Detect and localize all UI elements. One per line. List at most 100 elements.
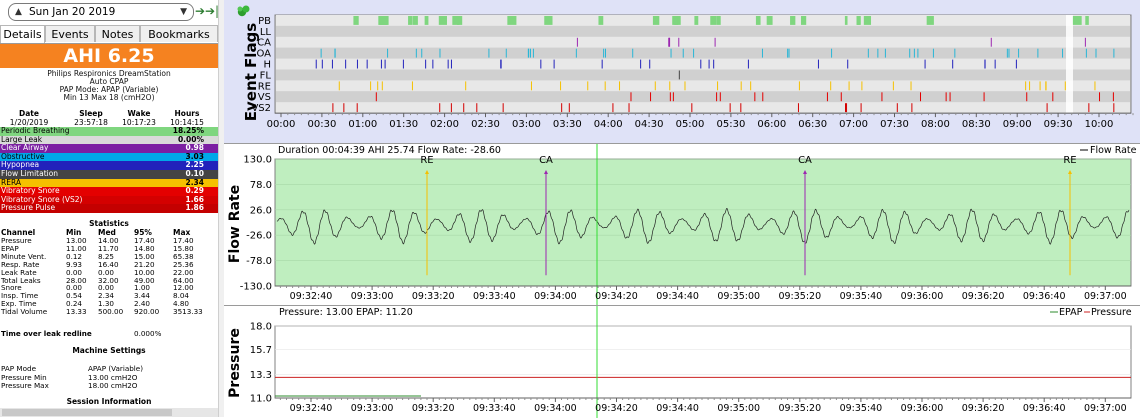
event-flag-mark [766, 16, 773, 25]
machine-name: Philips Respironics DreamStation [47, 69, 171, 78]
arrow-right-icon[interactable]: ➔ [194, 4, 206, 18]
stat-channel-name: Minute Vent. [1, 251, 47, 261]
time-tick-label: 09:33:20 [412, 291, 455, 302]
event-index-row: Vibratory Snore 0.29 [0, 187, 218, 196]
event-flag-mark [983, 92, 985, 102]
stat-value: 32.00 [98, 275, 119, 285]
leak-redline-value: 0.000% [134, 329, 162, 338]
event-flag-mark [847, 59, 849, 69]
calendar-toggle-icon[interactable]: ▲ [15, 7, 22, 17]
event-flag-mark [576, 37, 578, 47]
event-marker-label: CA [798, 155, 812, 166]
event-flag-mark [754, 92, 756, 102]
event-flag-mark [450, 59, 452, 69]
event-channel-row [276, 80, 1130, 92]
time-tick-label: 09:35:40 [840, 291, 883, 302]
event-flag-mark [788, 48, 790, 58]
event-flag-mark [334, 48, 336, 58]
stat-channel-name: Tidal Volume [1, 307, 48, 317]
event-flag-mark [954, 48, 956, 58]
leak-redline-label: Time over leak redline [1, 329, 92, 338]
tab-events[interactable]: Events [45, 25, 95, 42]
event-flag-mark [332, 103, 334, 113]
panel-splitter[interactable] [218, 0, 225, 417]
dropdown-icon[interactable]: ▼ [180, 7, 187, 17]
event-flag-mark [1006, 48, 1008, 58]
stat-value: 920.00 [134, 307, 160, 317]
flow-rate-chart[interactable]: Flow Rate Duration 00:04:39 AHI 25.74 Fl… [224, 143, 1140, 305]
event-flag-mark [670, 48, 672, 58]
event-index-row: Flow Limitation 0.10 [0, 169, 218, 179]
horizontal-scrollbar[interactable] [0, 408, 218, 417]
time-tick-label: 00:00 [267, 119, 296, 130]
ahi-banner: AHI 6.25 [0, 44, 218, 68]
event-flag-mark [674, 16, 679, 25]
pressure-svg[interactable]: Pressure Pressure: 13.00 EPAP: 11.20 EPAP… [224, 306, 1140, 418]
event-flag-mark [1046, 103, 1048, 113]
stat-channel-name: Snore [1, 283, 22, 293]
pin-icon[interactable] [237, 5, 250, 17]
stat-value: 22.00 [173, 267, 194, 277]
event-channel-row [276, 69, 1130, 81]
event-flag-mark [587, 81, 589, 91]
time-tick-label: 01:30 [389, 119, 418, 130]
time-tick-label: 09:36:00 [901, 291, 944, 302]
event-flag-mark [604, 81, 606, 91]
flow-rate-svg[interactable]: Flow Rate Duration 00:04:39 AHI 25.74 Fl… [224, 144, 1140, 305]
stat-value: 0.00 [66, 283, 83, 293]
periodic-breathing-shading [274, 158, 1132, 287]
event-flag-mark [424, 16, 429, 25]
event-flags-chart[interactable]: Event Flags PB LL CA OA H FL RE VS VS2 00:00 00:30… [224, 0, 1140, 143]
event-flag-mark [561, 103, 563, 113]
stat-header-max: Max [173, 228, 191, 237]
y-tick-label: 18.0 [250, 322, 272, 333]
event-flag-mark [345, 59, 347, 69]
flow-legend-label: Flow Rate [1090, 145, 1137, 156]
event-flag-mark [465, 81, 467, 91]
session-date: 1/20/2019 [9, 118, 49, 127]
event-flag-mark [747, 59, 749, 69]
pressure-chart-title: Pressure: 13.00 EPAP: 11.20 [279, 307, 413, 318]
event-flag-mark [719, 92, 721, 102]
event-flag-mark [575, 48, 577, 58]
tab-bookmarks[interactable]: Bookmarks [140, 25, 218, 42]
time-tick-label: 09:35:00 [717, 291, 760, 302]
zoom-window-marker [1066, 15, 1073, 114]
scrollbar-thumb[interactable] [2, 409, 172, 416]
stat-value: 8.25 [98, 251, 115, 261]
event-channel-row [276, 15, 1130, 26]
tab-notes[interactable]: Notes [95, 25, 140, 42]
event-flag-mark [924, 59, 926, 69]
event-flag-mark [740, 81, 742, 91]
event-flag-mark [884, 48, 886, 58]
tab-details[interactable]: Details [0, 25, 45, 43]
event-flag-mark [926, 16, 934, 25]
event-flag-mark [790, 16, 796, 25]
time-tick-label: 00:30 [307, 119, 336, 130]
time-tick-label: 10:00 [1085, 119, 1114, 130]
event-flag-mark [1112, 92, 1114, 102]
time-tick-label: 09:37:00 [1084, 291, 1127, 302]
event-flag-mark [678, 37, 680, 47]
event-index-row: RERA 2.34 [0, 178, 218, 188]
time-tick-label: 09:33:40 [473, 291, 516, 302]
event-flag-mark [540, 59, 542, 69]
event-flag-mark [331, 59, 333, 69]
event-index-name: Pressure Pulse [1, 203, 56, 213]
time-tick-label: 02:30 [471, 119, 500, 130]
event-flag-mark [507, 16, 517, 25]
time-tick-label: 09:35:20 [778, 403, 821, 414]
event-flag-mark [370, 81, 372, 91]
event-flag-mark [476, 103, 478, 113]
event-flag-mark [1018, 48, 1020, 58]
event-flag-mark [356, 103, 358, 113]
pressure-chart[interactable]: Pressure Pressure: 13.00 EPAP: 11.20 EPAP… [224, 305, 1140, 418]
time-tick-label: 03:00 [512, 119, 541, 130]
stat-value: 0.00 [66, 267, 83, 277]
event-index-value: 1.66 [185, 194, 204, 204]
event-flag-mark [425, 59, 427, 69]
jump-end-icon[interactable]: ➔| [205, 4, 218, 18]
date-selector[interactable]: ▲ Sun Jan 20 2019 ▼ [8, 3, 194, 21]
time-tick-label: 09:36:40 [1023, 403, 1066, 414]
